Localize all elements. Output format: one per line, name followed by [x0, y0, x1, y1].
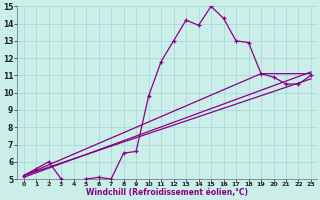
- X-axis label: Windchill (Refroidissement éolien,°C): Windchill (Refroidissement éolien,°C): [86, 188, 248, 197]
